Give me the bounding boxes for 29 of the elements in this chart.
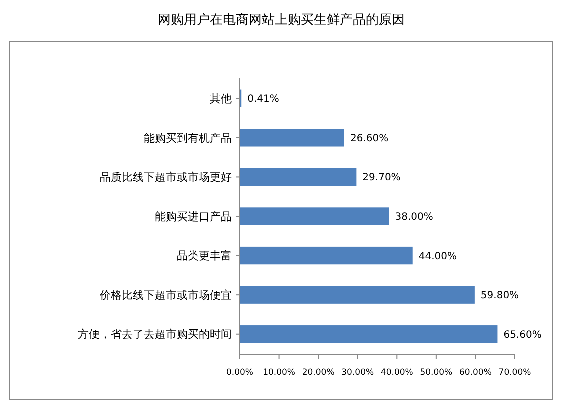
- y-tick-label: 其他: [210, 92, 232, 106]
- data-label: 26.60%: [350, 133, 389, 144]
- data-label: 65.60%: [504, 330, 542, 341]
- y-tick-label: 价格比线下超市或市场便宜: [99, 288, 232, 302]
- x-tick-label: 50.00%: [420, 368, 453, 378]
- bar: [240, 326, 498, 344]
- x-tick-label: 40.00%: [380, 368, 414, 378]
- x-tick-label: 20.00%: [302, 368, 335, 378]
- x-tick-label: 30.00%: [342, 368, 374, 378]
- y-tick-label: 能购买进口产品: [155, 210, 232, 224]
- x-tick-label: 60.00%: [460, 368, 492, 378]
- chart-title: 网购用户在电商网站上购买生鲜产品的原因: [158, 13, 405, 28]
- y-tick-label: 品质比线下超市或市场更好: [100, 171, 232, 184]
- bar: [240, 286, 475, 304]
- y-tick-label: 能购买到有机产品: [144, 132, 232, 145]
- y-tick-label: 方便，省去了去超市购买的时间: [78, 328, 232, 342]
- data-label: 38.00%: [395, 212, 434, 223]
- data-label: 44.00%: [418, 251, 457, 262]
- bar: [240, 168, 357, 186]
- bar: [240, 129, 344, 147]
- bar: [240, 208, 390, 226]
- data-label: 0.41%: [248, 94, 280, 106]
- data-label: 29.70%: [362, 172, 401, 184]
- x-tick-label: 70.00%: [498, 368, 532, 378]
- y-tick-label: 品类更丰富: [177, 250, 232, 263]
- x-tick-label: 10.00%: [263, 368, 296, 378]
- bar: [240, 246, 413, 265]
- data-label: 59.80%: [480, 290, 520, 302]
- x-tick-label: 0.00%: [226, 368, 254, 378]
